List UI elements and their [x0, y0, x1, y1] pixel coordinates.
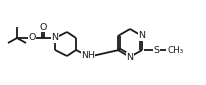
Text: S: S — [153, 45, 159, 54]
Text: O: O — [28, 33, 36, 42]
Text: N: N — [126, 53, 133, 62]
Text: NH: NH — [81, 52, 95, 61]
Text: N: N — [52, 33, 59, 42]
Text: N: N — [139, 32, 146, 40]
Text: O: O — [39, 23, 47, 32]
Text: CH₃: CH₃ — [167, 45, 183, 54]
